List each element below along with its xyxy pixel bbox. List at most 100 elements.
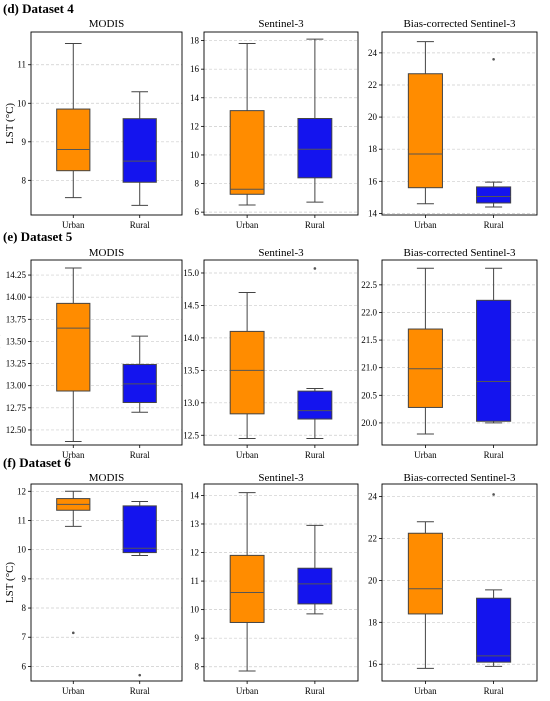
chart-panel: MODIS 6 7 8 9 10 11 12 LST (°C) Urban Rural: [4, 472, 183, 696]
section-label-e: (e) Dataset 5: [3, 229, 73, 244]
y-tick-label: 8: [22, 603, 27, 613]
y-tick-label: 13.75: [6, 314, 27, 324]
iqr-box: [407, 328, 443, 408]
box-urban: [229, 492, 265, 672]
panel-title: MODIS: [89, 247, 124, 259]
y-tick-label: 16: [190, 64, 200, 74]
y-tick-label: 22: [368, 533, 377, 543]
section-label-d: (d) Dataset 4: [3, 1, 74, 16]
box-urban: [56, 43, 91, 199]
x-tick-label: Urban: [414, 450, 437, 460]
y-tick-label: 18: [368, 617, 378, 627]
x-tick-label: Rural: [305, 686, 325, 696]
y-tick-label: 11: [17, 60, 26, 70]
box-rural: [122, 91, 157, 206]
y-tick-label: 22.5: [361, 280, 377, 290]
iqr-box: [297, 117, 333, 179]
x-tick-label: Urban: [236, 450, 259, 460]
chart-panel: Sentinel-3 8 9 10 11 12 13 14 Urban Rural: [190, 472, 359, 696]
y-tick-label: 13.00: [6, 381, 27, 391]
box-urban: [229, 291, 265, 440]
outlier-point: [492, 57, 495, 61]
y-tick-label: 8: [22, 175, 27, 185]
y-tick-label: 13.0: [183, 398, 199, 408]
x-tick-label: Rural: [130, 220, 150, 230]
x-tick-label: Urban: [62, 450, 85, 460]
y-tick-label: 18: [190, 36, 200, 46]
y-tick-label: 20: [368, 575, 378, 585]
y-tick-label: 8: [195, 662, 200, 672]
x-tick-label: Rural: [484, 450, 504, 460]
y-tick-label: 11: [190, 576, 199, 586]
y-tick-label: 21.5: [361, 335, 377, 345]
y-tick-label: 6: [22, 661, 27, 671]
box-urban: [56, 267, 91, 442]
y-tick-label: 24: [368, 492, 378, 502]
panel-title: Bias-corrected Sentinel-3: [403, 472, 516, 484]
outlier-point: [313, 267, 317, 270]
y-tick-label: 12: [190, 548, 199, 558]
y-tick-label: 22.0: [361, 307, 377, 317]
y-tick-label: 14.25: [6, 270, 27, 280]
outlier-point: [71, 631, 75, 635]
outlier-point: [492, 493, 495, 496]
box-urban: [56, 490, 91, 635]
box-rural: [476, 493, 512, 667]
chart-panel: Sentinel-3 6 8 10 12 14 16 18 Urban Rural: [190, 18, 359, 230]
plot-frame: [30, 31, 183, 216]
y-tick-label: 24: [368, 48, 378, 58]
iqr-box: [229, 110, 265, 195]
y-tick-label: 10: [190, 150, 200, 160]
y-tick-label: 18: [368, 144, 378, 154]
y-tick-label: 12.5: [183, 430, 199, 440]
box-urban: [407, 41, 443, 205]
x-tick-label: Rural: [305, 450, 325, 460]
box-urban: [407, 521, 443, 669]
iqr-box: [476, 186, 512, 204]
panel-title: Sentinel-3: [258, 247, 304, 259]
plot-frame: [381, 31, 538, 216]
iqr-box: [407, 73, 443, 189]
y-tick-label: 20.0: [361, 418, 377, 428]
x-tick-label: Urban: [414, 686, 437, 696]
chart-panel: MODIS 12.50 12.75 13.00 13.25 13.50 13.75 14.00…: [0, 247, 183, 460]
y-tick-label: 22: [368, 80, 377, 90]
iqr-box: [56, 108, 91, 172]
y-tick-label: 10: [17, 98, 27, 108]
plot-frame: [30, 259, 183, 446]
plot-frame: [203, 259, 359, 446]
section-label-f: (f) Dataset 6: [3, 455, 71, 470]
chart-panel: Bias-corrected Sentinel-3 16 18 20 22 24 Urban…: [368, 472, 538, 696]
iqr-box: [297, 390, 333, 420]
plot-frame: [30, 483, 183, 682]
plot-frame: [203, 483, 359, 682]
iqr-box: [476, 597, 512, 663]
plot-frame: [203, 31, 359, 216]
y-axis-label: LST (°C): [4, 562, 16, 604]
chart-panel: Sentinel-3 12.5 13.0 13.5 14.0 14.5 15.0 Urban R…: [183, 247, 359, 460]
y-axis-label: LST (°C): [0, 332, 1, 374]
y-tick-label: 14: [190, 490, 200, 500]
y-tick-label: 13.5: [183, 365, 199, 375]
chart-panel: Bias-corrected Sentinel-3 20.0 20.5 21.0 21.…: [361, 247, 538, 460]
panel-title: Bias-corrected Sentinel-3: [403, 18, 516, 30]
y-tick-label: 10: [190, 605, 200, 615]
y-tick-label: 16: [368, 176, 378, 186]
x-tick-label: Rural: [484, 220, 504, 230]
x-tick-label: Rural: [305, 220, 325, 230]
y-tick-label: 14.5: [183, 300, 199, 310]
x-tick-label: Urban: [62, 686, 85, 696]
y-tick-label: 12: [190, 121, 199, 131]
iqr-box: [122, 505, 157, 554]
iqr-box: [56, 302, 91, 392]
y-tick-label: 11: [17, 515, 26, 525]
box-rural: [122, 335, 157, 413]
y-tick-label: 14.00: [6, 292, 27, 302]
y-tick-label: 14.0: [183, 333, 199, 343]
iqr-box: [476, 299, 512, 422]
x-tick-label: Rural: [130, 450, 150, 460]
y-tick-label: 9: [22, 574, 27, 584]
y-tick-label: 8: [195, 179, 200, 189]
y-axis-label: LST (°C): [4, 103, 16, 145]
